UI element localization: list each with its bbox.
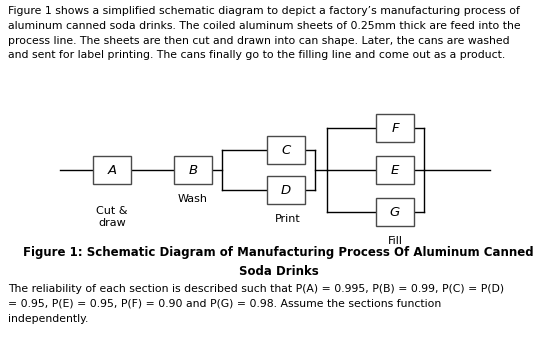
Text: The reliability of each section is described such that P(A) = 0.995, P(B) = 0.99: The reliability of each section is descr… [8,284,504,323]
Text: D: D [281,183,291,196]
Bar [267,136,305,164]
Bar [267,176,305,204]
Text: Cut &
draw: Cut & draw [96,206,128,229]
Text: F: F [391,122,399,135]
Bar [93,156,131,184]
Text: G: G [390,205,400,218]
Text: C: C [281,144,291,157]
Bar [174,156,212,184]
Bar [376,114,414,142]
Text: Fill: Fill [388,236,403,246]
Bar [376,156,414,184]
Text: Wash: Wash [178,194,208,204]
Text: B: B [188,164,198,177]
Text: A: A [108,164,116,177]
Text: E: E [391,164,399,177]
Text: Figure 1: Schematic Diagram of Manufacturing Process Of Aluminum Canned
Soda Dri: Figure 1: Schematic Diagram of Manufactu… [23,246,534,278]
Bar [376,198,414,226]
Text: Print: Print [275,214,301,224]
Text: Figure 1 shows a simplified schematic diagram to depict a factory’s manufacturin: Figure 1 shows a simplified schematic di… [8,6,521,60]
